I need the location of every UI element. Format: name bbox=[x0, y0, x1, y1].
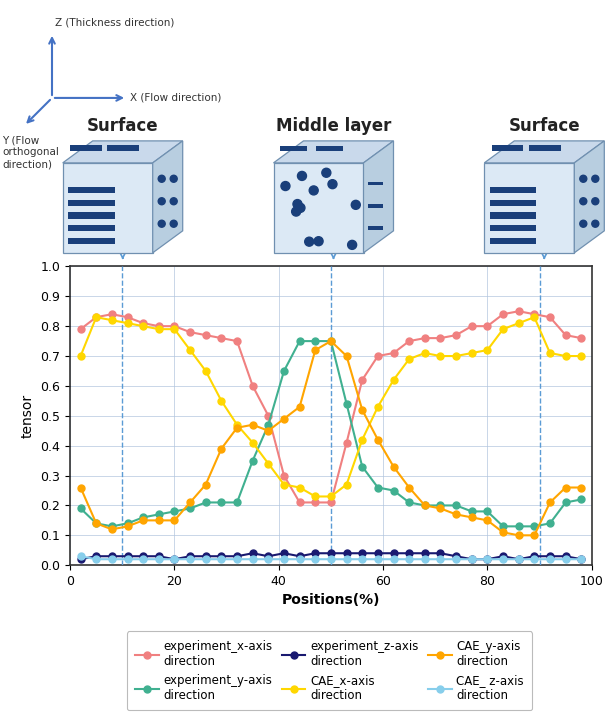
Polygon shape bbox=[574, 141, 605, 253]
Circle shape bbox=[158, 220, 165, 228]
Text: Middle layer: Middle layer bbox=[276, 117, 391, 135]
Circle shape bbox=[592, 198, 599, 204]
Circle shape bbox=[592, 220, 599, 228]
Polygon shape bbox=[68, 187, 115, 194]
Polygon shape bbox=[368, 227, 383, 230]
Circle shape bbox=[305, 237, 314, 246]
Polygon shape bbox=[107, 145, 139, 150]
Circle shape bbox=[592, 175, 599, 182]
Text: Z (Thickness direction): Z (Thickness direction) bbox=[55, 18, 174, 28]
Circle shape bbox=[158, 198, 165, 204]
Text: X (Flow direction): X (Flow direction) bbox=[130, 93, 221, 103]
Polygon shape bbox=[68, 225, 115, 231]
Polygon shape bbox=[490, 187, 537, 194]
Circle shape bbox=[170, 175, 177, 182]
Text: Surface: Surface bbox=[87, 117, 159, 135]
Polygon shape bbox=[68, 212, 115, 219]
Circle shape bbox=[158, 175, 165, 182]
Circle shape bbox=[170, 198, 177, 204]
Circle shape bbox=[322, 168, 331, 177]
Circle shape bbox=[298, 171, 306, 181]
Text: Y (Flow
orthogonal
direction): Y (Flow orthogonal direction) bbox=[2, 136, 59, 169]
Polygon shape bbox=[368, 204, 383, 208]
Polygon shape bbox=[490, 238, 537, 244]
Polygon shape bbox=[484, 163, 574, 253]
Text: Surface: Surface bbox=[509, 117, 580, 135]
Polygon shape bbox=[490, 225, 537, 231]
Legend: experiment_x-axis
direction, experiment_y-axis
direction, experiment_z-axis
dire: experiment_x-axis direction, experiment_… bbox=[127, 631, 532, 711]
Polygon shape bbox=[63, 163, 152, 253]
Circle shape bbox=[580, 198, 587, 204]
Circle shape bbox=[293, 199, 302, 209]
Polygon shape bbox=[68, 238, 115, 244]
Circle shape bbox=[351, 200, 361, 210]
Polygon shape bbox=[315, 146, 342, 150]
Polygon shape bbox=[68, 199, 115, 206]
Polygon shape bbox=[279, 146, 306, 150]
Polygon shape bbox=[364, 141, 393, 253]
Polygon shape bbox=[492, 145, 523, 150]
Circle shape bbox=[314, 237, 323, 246]
Polygon shape bbox=[152, 141, 183, 253]
Circle shape bbox=[580, 220, 587, 228]
Polygon shape bbox=[490, 199, 537, 206]
Polygon shape bbox=[529, 145, 561, 150]
Circle shape bbox=[348, 240, 357, 249]
Polygon shape bbox=[484, 141, 605, 163]
Polygon shape bbox=[490, 212, 537, 219]
Y-axis label: tensor: tensor bbox=[21, 394, 35, 438]
Circle shape bbox=[580, 175, 587, 182]
Circle shape bbox=[170, 220, 177, 228]
Circle shape bbox=[309, 186, 318, 195]
Polygon shape bbox=[273, 163, 364, 253]
Polygon shape bbox=[273, 141, 393, 163]
Polygon shape bbox=[368, 181, 383, 186]
X-axis label: Positions(%): Positions(%) bbox=[282, 593, 380, 608]
Circle shape bbox=[328, 180, 337, 189]
Circle shape bbox=[296, 203, 305, 212]
Polygon shape bbox=[70, 145, 102, 150]
Circle shape bbox=[281, 181, 290, 191]
Polygon shape bbox=[63, 141, 183, 163]
Circle shape bbox=[292, 207, 301, 216]
